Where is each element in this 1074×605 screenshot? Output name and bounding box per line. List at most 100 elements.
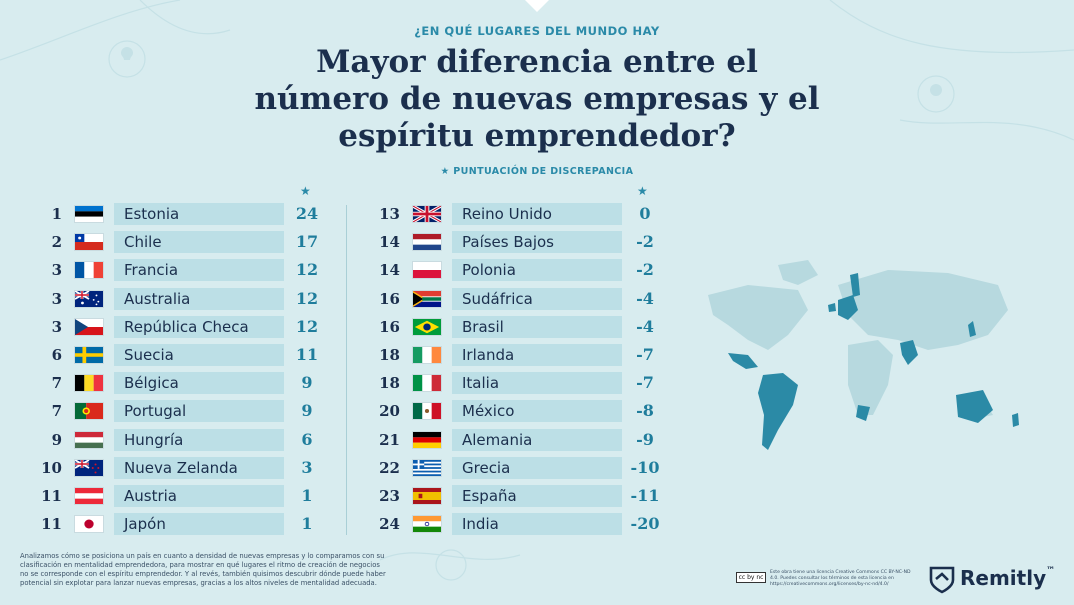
rank-label: 1 bbox=[51, 205, 62, 223]
flag-cz-icon bbox=[74, 317, 104, 336]
table-row: 16 Brasil -4 bbox=[370, 315, 670, 338]
table-row: 16 Sudáfrica -4 bbox=[370, 287, 670, 310]
discrepancy-score: 6 bbox=[301, 429, 313, 449]
table-row: 3 República Checa 12 bbox=[32, 315, 332, 338]
column-divider bbox=[346, 205, 347, 535]
world-map bbox=[708, 260, 1019, 450]
flag-be-icon bbox=[74, 374, 104, 393]
discrepancy-score: -4 bbox=[636, 316, 654, 336]
country-name: Suecia bbox=[124, 346, 174, 364]
discrepancy-score: 1 bbox=[301, 486, 313, 505]
discrepancy-score: 3 bbox=[301, 457, 313, 477]
flag-hu-icon bbox=[74, 430, 104, 449]
rank-label: 18 bbox=[379, 374, 400, 393]
country-bar bbox=[114, 400, 284, 423]
title-line-3: espíritu emprendedor? bbox=[338, 118, 736, 154]
country-bar bbox=[452, 485, 622, 507]
top-notch bbox=[525, 0, 549, 12]
country-bar bbox=[452, 456, 622, 479]
table-row: 10 Nueva Zelanda 3 bbox=[32, 456, 332, 479]
country-bar bbox=[452, 315, 622, 338]
remitly-shield-icon bbox=[929, 566, 955, 594]
rank-label: 3 bbox=[51, 289, 62, 308]
discrepancy-score: 1 bbox=[301, 514, 313, 534]
flag-br-icon bbox=[412, 317, 442, 336]
flag-au-icon bbox=[74, 289, 104, 308]
discrepancy-score: -11 bbox=[630, 486, 660, 505]
flag-cl-icon bbox=[74, 233, 104, 252]
country-name: España bbox=[462, 487, 517, 505]
country-name: Portugal bbox=[124, 402, 187, 421]
rank-label: 7 bbox=[51, 402, 62, 421]
table-row: 9 Hungría 6 bbox=[32, 428, 332, 451]
country-name: Sudáfrica bbox=[462, 289, 533, 308]
country-bar bbox=[114, 287, 284, 310]
table-row: 23 España -11 bbox=[370, 485, 670, 507]
brand-name-text: Remitly bbox=[960, 566, 1047, 590]
country-bar bbox=[452, 203, 622, 225]
discrepancy-score: -10 bbox=[630, 457, 660, 477]
pre-title: ¿EN QUÉ LUGARES DEL MUNDO HAY bbox=[414, 24, 660, 38]
rank-label: 11 bbox=[41, 487, 62, 505]
country-name: Reino Unido bbox=[462, 205, 552, 223]
country-bar bbox=[452, 400, 622, 423]
discrepancy-score: -20 bbox=[630, 514, 660, 534]
flag-in-icon bbox=[412, 515, 442, 534]
discrepancy-score: -4 bbox=[636, 288, 654, 308]
country-bar bbox=[452, 428, 622, 451]
flag-jp-icon bbox=[74, 515, 104, 534]
star-icon: ★ bbox=[440, 166, 450, 177]
rank-label: 16 bbox=[379, 317, 400, 336]
country-name: Italia bbox=[462, 374, 500, 393]
country-name: Estonia bbox=[124, 205, 180, 223]
rank-label: 20 bbox=[379, 402, 400, 421]
flag-fr-icon bbox=[74, 261, 104, 280]
discrepancy-score: -2 bbox=[636, 260, 654, 280]
rank-label: 18 bbox=[379, 346, 400, 364]
table-row: 14 Países Bajos -2 bbox=[370, 231, 670, 254]
country-name: Hungría bbox=[124, 430, 184, 449]
discrepancy-score: 12 bbox=[295, 316, 319, 336]
country-name: Bélgica bbox=[124, 374, 179, 393]
rank-label: 22 bbox=[379, 458, 400, 477]
country-bar bbox=[114, 456, 284, 479]
country-name: Japón bbox=[124, 515, 166, 534]
rank-label: 13 bbox=[379, 205, 400, 223]
table-row: 6 Suecia 11 bbox=[32, 344, 332, 366]
country-bar bbox=[114, 231, 284, 254]
rank-label: 3 bbox=[51, 261, 62, 280]
country-name: Francia bbox=[124, 261, 179, 280]
flag-pt-icon bbox=[74, 402, 104, 421]
table-row: 14 Polonia -2 bbox=[370, 259, 670, 282]
discrepancy-score: 24 bbox=[295, 204, 319, 223]
country-bar bbox=[114, 372, 284, 395]
title-line-1: Mayor diferencia entre el bbox=[316, 44, 758, 80]
table-row: 21 Alemania -9 bbox=[370, 428, 670, 451]
discrepancy-score: 17 bbox=[295, 232, 319, 252]
main-title: Mayor diferencia entre el número de nuev… bbox=[230, 44, 844, 155]
flag-ie-icon bbox=[412, 346, 442, 364]
rank-label: 23 bbox=[379, 487, 400, 505]
creative-commons-icon: cc by nc bbox=[736, 572, 766, 583]
country-bar bbox=[114, 203, 284, 225]
country-bar bbox=[452, 287, 622, 310]
discrepancy-score: -7 bbox=[636, 373, 654, 393]
discrepancy-score: 12 bbox=[295, 260, 319, 280]
rank-label: 21 bbox=[379, 430, 400, 449]
flag-at-icon bbox=[74, 487, 104, 505]
country-name: México bbox=[462, 402, 515, 421]
country-name: Australia bbox=[124, 289, 191, 308]
flag-de-icon bbox=[412, 430, 442, 449]
discrepancy-score: -8 bbox=[636, 401, 654, 421]
table-row: 18 Irlanda -7 bbox=[370, 344, 670, 366]
discrepancy-score: -2 bbox=[636, 232, 654, 252]
flag-za-icon bbox=[412, 289, 442, 308]
table-row: 18 Italia -7 bbox=[370, 372, 670, 395]
country-name: Polonia bbox=[462, 261, 516, 280]
country-bar bbox=[114, 315, 284, 338]
country-bar bbox=[114, 513, 284, 536]
table-row: 11 Japón 1 bbox=[32, 513, 332, 536]
table-row: 1 Estonia 24 bbox=[32, 203, 332, 225]
country-bar bbox=[114, 485, 284, 507]
